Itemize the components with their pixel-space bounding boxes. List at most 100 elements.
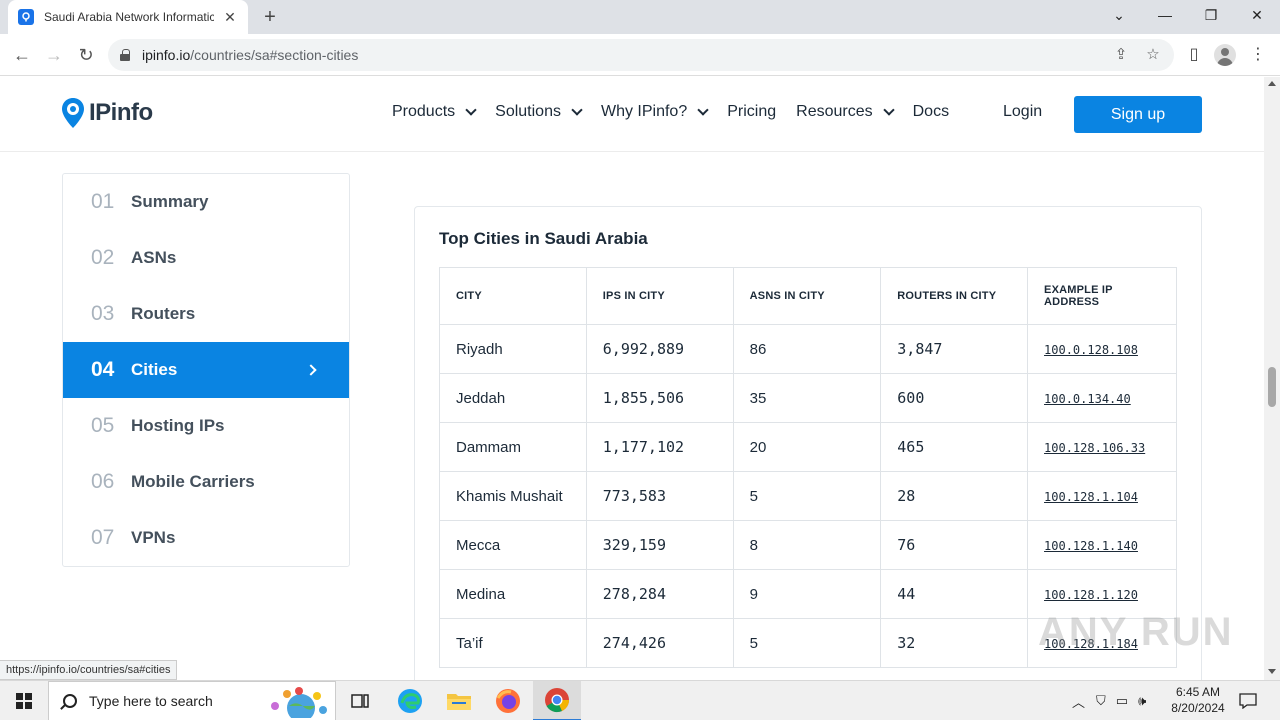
restore-button[interactable]: ❐ [1204, 6, 1218, 23]
nav-pricing[interactable]: Pricing [727, 103, 776, 121]
example-ip-link[interactable]: 100.128.106.33 [1044, 440, 1146, 455]
scrollbar-thumb[interactable] [1268, 367, 1276, 407]
ipinfo-favicon-icon [18, 9, 34, 25]
routers-cell: 465 [880, 422, 1029, 472]
column-header: CITY [439, 267, 587, 325]
chevron-up-icon: ︿ [1072, 694, 1086, 710]
browser-tab[interactable]: Saudi Arabia Network Informatic ✕ [8, 0, 248, 34]
example-ip-link[interactable]: 100.128.1.104 [1044, 489, 1138, 504]
sidebar-item-asns[interactable]: 02 ASNs [63, 230, 349, 286]
sidebar-item-hosting-ips[interactable]: 05 Hosting IPs [63, 398, 349, 454]
search-placeholder: Type here to search [89, 693, 213, 709]
share-icon[interactable]: ⇪ [1114, 46, 1128, 63]
close-window-button[interactable]: ✕ [1251, 6, 1263, 23]
ips-cell: 274,426 [585, 618, 734, 668]
example-ip-link[interactable]: 100.0.128.108 [1044, 342, 1138, 357]
task-view-icon [351, 694, 369, 708]
taskbar-file-explorer[interactable] [435, 681, 483, 720]
nav-why-ipinfo[interactable]: Why IPinfo? [601, 103, 709, 121]
example-ip-link[interactable]: 100.128.1.140 [1044, 538, 1138, 553]
example-ip-link[interactable]: 100.128.1.184 [1044, 636, 1138, 651]
chevron-down-icon [697, 103, 709, 116]
taskbar-firefox[interactable] [484, 681, 532, 720]
web-page: IPinfo Products Solutions Why IPinfo? Pr… [0, 77, 1264, 680]
sidebar-item-label: Hosting IPs [131, 416, 225, 435]
cities-card: Top Cities in Saudi Arabia CITY IPS IN C… [414, 206, 1202, 680]
routers-cell: 600 [880, 373, 1029, 423]
nav-solutions[interactable]: Solutions [495, 103, 583, 121]
asns-cell: 35 [732, 373, 882, 423]
chevron-down-icon [571, 103, 583, 116]
tab-search-chevron-icon[interactable]: ⌄ [1113, 6, 1125, 23]
ips-cell: 329,159 [585, 520, 734, 570]
taskbar-edge[interactable] [386, 681, 434, 720]
tab-title: Saudi Arabia Network Informatic [44, 10, 214, 24]
sidebar-item-mobile-carriers[interactable]: 06 Mobile Carriers [63, 454, 349, 510]
start-button[interactable] [0, 681, 48, 720]
profile-avatar-icon[interactable] [1214, 44, 1236, 66]
status-bar-url: https://ipinfo.io/countries/sa#cities [0, 660, 178, 680]
nav-docs[interactable]: Docs [913, 103, 949, 121]
column-header: IPS IN CITY [585, 267, 734, 325]
bookmark-star-icon[interactable]: ☆ [1146, 46, 1160, 63]
ip-cell: 100.128.1.184 [1027, 618, 1177, 668]
table-header-row: CITY IPS IN CITY ASNS IN CITY ROUTERS IN… [439, 267, 1177, 325]
show-hidden-icons[interactable]: ︿ [1072, 681, 1085, 720]
sidebar-item-label: VPNs [131, 528, 176, 547]
close-tab-icon[interactable]: ✕ [224, 9, 236, 25]
signup-button[interactable]: Sign up [1074, 96, 1202, 133]
edge-icon [398, 689, 422, 713]
site-header: IPinfo Products Solutions Why IPinfo? Pr… [0, 77, 1264, 152]
network-icon: ▭ [1115, 693, 1129, 708]
ipinfo-logo[interactable]: IPinfo [61, 97, 153, 129]
section-title: Top Cities in Saudi Arabia [439, 229, 648, 248]
ip-cell: 100.128.106.33 [1027, 422, 1177, 472]
main-nav: Products Solutions Why IPinfo? Pricing R… [392, 103, 969, 121]
city-cell: Dammam [439, 422, 587, 472]
sidebar-item-cities[interactable]: 04 Cities [63, 342, 349, 398]
scroll-up-arrow-icon[interactable] [1268, 81, 1276, 86]
chevron-right-icon [305, 364, 317, 376]
taskbar-search-box[interactable]: Type here to search [48, 681, 336, 720]
scroll-down-arrow-icon[interactable] [1268, 669, 1276, 674]
back-button[interactable]: ← [13, 44, 31, 65]
sidebar-item-number: 04 [91, 358, 115, 381]
ip-cell: 100.128.1.140 [1027, 520, 1177, 570]
login-link[interactable]: Login [1003, 103, 1043, 120]
system-clock[interactable]: 6:45 AM 8/20/2024 [1158, 684, 1238, 716]
network-tray[interactable]: ⛉ ▭ 🕪 [1096, 681, 1146, 720]
reload-button[interactable]: ↻ [78, 44, 94, 65]
task-view-button[interactable] [336, 681, 384, 720]
section-sidebar: 01 Summary 02 ASNs 03 Routers 04 Cities … [62, 173, 350, 567]
table-row: Dammam 1,177,102 20 465 100.128.106.33 [439, 422, 1177, 472]
sidebar-item-routers[interactable]: 03 Routers [63, 286, 349, 342]
ip-cell: 100.0.128.108 [1027, 324, 1177, 374]
side-panel-icon[interactable]: ▯ [1189, 46, 1199, 63]
menu-kebab-icon[interactable]: ⋮ [1250, 46, 1266, 63]
city-cell: Medina [439, 569, 587, 619]
ips-cell: 1,177,102 [585, 422, 734, 472]
nav-products[interactable]: Products [392, 103, 477, 121]
example-ip-link[interactable]: 100.128.1.120 [1044, 587, 1138, 602]
example-ip-link[interactable]: 100.0.134.40 [1044, 391, 1131, 406]
notifications-button[interactable] [1238, 681, 1258, 720]
address-bar[interactable]: ipinfo.io /countries/sa#section-cities ⇪… [108, 39, 1174, 71]
sidebar-item-summary[interactable]: 01 Summary [63, 174, 349, 230]
taskbar-chrome[interactable] [533, 681, 581, 720]
cities-table: CITY IPS IN CITY ASNS IN CITY ROUTERS IN… [439, 267, 1177, 668]
page-scrollbar[interactable] [1264, 77, 1280, 680]
column-header: ROUTERS IN CITY [880, 267, 1029, 325]
nav-label: Solutions [495, 103, 561, 120]
url-host: ipinfo.io [142, 47, 191, 63]
forward-button[interactable]: → [45, 44, 63, 65]
routers-cell: 28 [880, 471, 1029, 521]
nav-resources[interactable]: Resources [796, 103, 895, 121]
chevron-down-icon [882, 103, 895, 116]
notification-icon [1239, 693, 1257, 709]
minimize-button[interactable]: — [1158, 7, 1172, 23]
ips-cell: 773,583 [585, 471, 734, 521]
table-row: Jeddah 1,855,506 35 600 100.0.134.40 [439, 373, 1177, 423]
new-tab-button[interactable]: + [264, 6, 276, 28]
sidebar-item-vpns[interactable]: 07 VPNs [63, 510, 349, 566]
table-row: Ta’if 274,426 5 32 100.128.1.184 [439, 618, 1177, 668]
